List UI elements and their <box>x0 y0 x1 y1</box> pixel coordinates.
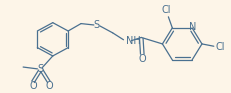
Text: O: O <box>45 81 52 91</box>
Text: O: O <box>29 81 37 91</box>
Text: Cl: Cl <box>161 5 170 15</box>
Text: S: S <box>93 20 100 29</box>
Text: Cl: Cl <box>215 42 225 52</box>
Text: N: N <box>188 22 196 32</box>
Text: O: O <box>138 54 146 64</box>
Text: NH: NH <box>126 36 141 46</box>
Text: S: S <box>38 64 44 74</box>
